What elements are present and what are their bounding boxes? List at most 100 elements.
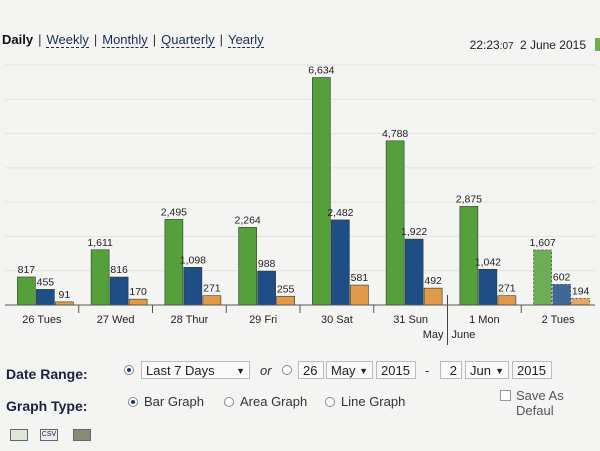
graph-type-label: Graph Type: — [6, 398, 88, 414]
tab-weekly[interactable]: Weekly — [46, 32, 89, 48]
bar — [552, 284, 571, 306]
data-label: 194 — [572, 285, 590, 297]
custom-range-radio[interactable] — [282, 365, 292, 375]
bar — [128, 298, 148, 306]
to-year-value: 2015 — [517, 363, 546, 378]
data-label: 816 — [110, 264, 128, 276]
bar — [312, 77, 331, 306]
period-tabs: Daily | Weekly | Monthly | Quarterly | Yearly — [2, 32, 264, 48]
tab-yearly[interactable]: Yearly — [228, 32, 264, 48]
to-month-select[interactable]: Jun ▼ — [465, 361, 509, 379]
x-tick-label: 26 Tues — [22, 314, 62, 326]
bar — [36, 289, 55, 306]
data-label: 817 — [18, 264, 36, 276]
data-label: 6,634 — [308, 65, 334, 77]
from-month-select[interactable]: May ▼ — [326, 361, 373, 379]
month-label: June — [452, 329, 476, 341]
x-tick-label: 29 Fri — [249, 314, 277, 326]
csv-export-icon[interactable]: CSV — [40, 429, 58, 441]
clock-seconds: :07 — [499, 41, 514, 52]
to-day-select[interactable]: 2 — [440, 361, 462, 379]
to-year-select[interactable]: 2015 — [512, 361, 552, 379]
data-label: 1,607 — [529, 237, 555, 249]
data-label: 2,264 — [234, 214, 260, 226]
bar — [497, 295, 517, 306]
date-range-label: Date Range: — [6, 366, 88, 382]
preset-range-select[interactable]: Last 7 Days ▼ — [141, 361, 250, 379]
bar — [276, 295, 295, 306]
bar — [238, 227, 257, 306]
data-label: 1,042 — [475, 256, 501, 268]
bar — [423, 287, 443, 306]
bar-graph-radio[interactable] — [128, 397, 138, 407]
clock-date: 2 June 2015 — [519, 38, 586, 52]
data-label: 455 — [37, 276, 55, 288]
bar — [183, 267, 203, 306]
data-label: 1,098 — [180, 254, 206, 266]
tab-separator: | — [38, 32, 42, 47]
tab-monthly[interactable]: Monthly — [102, 32, 148, 48]
from-day-value: 26 — [303, 363, 318, 378]
data-label: 271 — [498, 283, 516, 295]
data-label: 1,611 — [87, 237, 113, 249]
preset-range-radio[interactable] — [124, 365, 134, 375]
data-label: 2,875 — [456, 193, 482, 205]
bar — [257, 270, 276, 306]
bar-graph-label: Bar Graph — [144, 394, 204, 409]
chevron-down-icon: ▼ — [495, 366, 504, 376]
from-year-select[interactable]: 2015 — [376, 361, 416, 379]
bar — [202, 295, 222, 306]
month-label: May — [423, 329, 444, 341]
to-day-value: 2 — [449, 363, 457, 378]
data-label: 988 — [258, 258, 276, 270]
x-tick-label: 30 Sat — [321, 314, 353, 326]
data-label: 2,482 — [327, 207, 353, 219]
data-label: 2,495 — [161, 206, 187, 218]
clock-time: 22:23 — [469, 38, 500, 52]
from-year-value: 2015 — [381, 363, 410, 378]
from-day-select[interactable]: 26 — [298, 361, 324, 379]
x-tick-label: 28 Thur — [171, 314, 209, 326]
bar — [109, 276, 129, 306]
range-dash: - — [425, 363, 430, 378]
bar — [17, 276, 36, 306]
save-default-label: Save As Defaul — [516, 388, 564, 418]
data-label: 492 — [424, 275, 442, 287]
data-label: 271 — [203, 283, 221, 295]
tab-separator: | — [93, 32, 98, 47]
x-tick-label: 2 Tues — [542, 314, 576, 326]
preset-range-value: Last 7 Days — [146, 363, 215, 378]
bar — [478, 268, 498, 306]
save-default-checkbox[interactable] — [500, 390, 511, 401]
x-tick-label: 1 Mon — [469, 314, 500, 326]
line-graph-radio[interactable] — [325, 397, 335, 407]
controls-panel: Date Range: Last 7 Days ▼ or 26 May ▼ 2015… — [0, 352, 600, 451]
chevron-down-icon: ▼ — [359, 366, 368, 376]
bar — [350, 284, 369, 306]
data-label: 255 — [277, 283, 295, 295]
x-tick-label: 27 Wed — [97, 314, 135, 326]
bar — [533, 249, 552, 306]
to-month-value: Jun — [470, 363, 491, 378]
tab-daily[interactable]: Daily — [2, 32, 34, 47]
chevron-down-icon: ▼ — [236, 366, 245, 376]
line-graph-label: Line Graph — [341, 394, 406, 409]
data-label: 581 — [351, 272, 369, 284]
status-square-icon — [595, 38, 600, 51]
xml-export-icon[interactable] — [73, 429, 91, 441]
tab-quarterly[interactable]: Quarterly — [161, 32, 215, 48]
tab-separator: | — [219, 32, 224, 47]
area-graph-label: Area Graph — [240, 394, 308, 409]
data-label: 91 — [59, 289, 71, 301]
or-text: or — [260, 363, 272, 378]
tab-separator: | — [152, 32, 157, 47]
area-graph-radio[interactable] — [224, 397, 234, 407]
from-month-value: May — [331, 363, 356, 378]
bar — [90, 249, 110, 306]
data-label: 602 — [553, 271, 571, 283]
excel-export-icon[interactable] — [10, 429, 28, 441]
bar — [331, 219, 350, 306]
data-label: 170 — [129, 286, 147, 298]
